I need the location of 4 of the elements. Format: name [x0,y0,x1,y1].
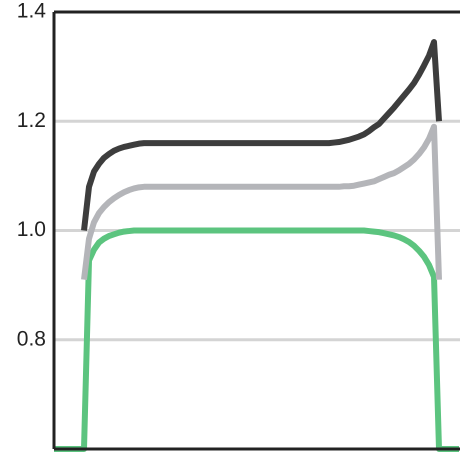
y-tick-label: 1.0 [16,218,46,242]
y-tick-label: 0.8 [16,327,46,350]
y-tick-label: 1.2 [16,108,46,132]
y-tick-label: 1.4 [16,0,46,23]
